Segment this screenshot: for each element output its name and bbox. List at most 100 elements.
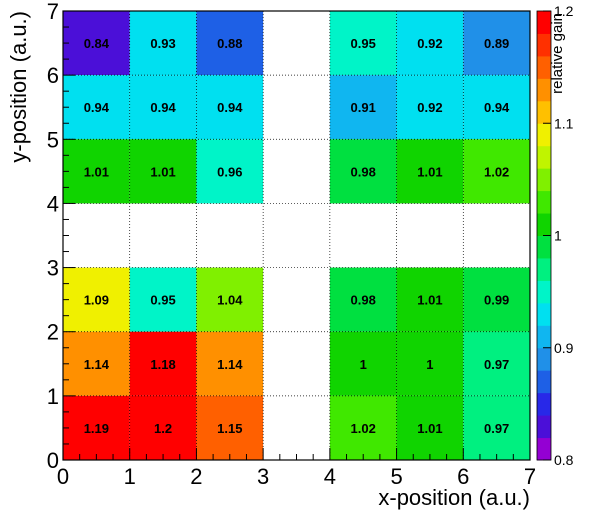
heatmap-cell	[396, 395, 464, 460]
cell-value-label: 0.96	[217, 164, 242, 179]
palette-band	[537, 78, 551, 102]
x-tick-label: 6	[457, 464, 469, 489]
cell-value-label: 0.92	[417, 36, 442, 51]
color-palette: 0.8 0.9 1 1.1 1.2	[536, 3, 574, 468]
cell-value-label: 0.84	[84, 36, 110, 51]
cell-value-label: 1.14	[84, 357, 110, 372]
heatmap-cell	[196, 331, 264, 396]
palette-band	[537, 145, 551, 169]
palette-band	[537, 123, 551, 147]
palette-band	[537, 190, 551, 214]
heatmap-cell	[129, 331, 197, 396]
y-tick-label: 1	[47, 384, 59, 409]
palette-band	[537, 325, 551, 349]
z-tick-label: 0.9	[554, 340, 574, 356]
heatmap-cell	[463, 331, 530, 396]
x-axis-title: x-position (a.u.)	[378, 485, 530, 510]
heatmap-cell	[396, 139, 464, 204]
heatmap-cell	[329, 75, 397, 140]
x-tick-label: 0	[57, 464, 69, 489]
cell-value-label: 1.18	[150, 357, 175, 372]
heatmap-cell	[129, 139, 197, 204]
heatmap-cell	[463, 75, 530, 140]
y-axis-title: y-position (a.u.)	[6, 11, 31, 163]
cell-value-label: 0.89	[484, 36, 509, 51]
x-tick-label: 4	[324, 464, 336, 489]
heatmap-cell	[63, 139, 130, 204]
cell-value-label: 0.94	[484, 100, 510, 115]
cell-value-label: 0.98	[351, 293, 376, 308]
heatmap-cell	[129, 395, 197, 460]
heatmap-cell	[63, 11, 130, 76]
palette-band	[537, 235, 551, 259]
y-tick-label: 3	[47, 256, 59, 281]
cell-value-labels: 0.84 0.93 0.88 0.95 0.92 0.89 0.94 0.94 0.94 0.91…	[84, 36, 510, 436]
palette-band	[537, 302, 551, 326]
cell-value-label: 1.04	[217, 293, 243, 308]
cell-value-label: 1.2	[154, 421, 172, 436]
x-tick-label: 5	[390, 464, 402, 489]
heatmap-cell	[396, 331, 464, 396]
cell-value-label: 1.01	[84, 164, 109, 179]
heatmap-cell	[463, 139, 530, 204]
palette-band	[537, 257, 551, 281]
y-tick-label: 0	[47, 448, 59, 473]
heatmap-cell	[129, 75, 197, 140]
heatmap-cell	[463, 395, 530, 460]
y-tick-label: 2	[47, 320, 59, 345]
heatmap-cell	[463, 267, 530, 332]
heatmap-cell	[396, 11, 464, 76]
heatmap-cell	[329, 139, 397, 204]
palette-band	[537, 280, 551, 304]
heatmap-cell	[196, 11, 264, 76]
cell-value-label: 1.14	[217, 357, 243, 372]
palette-band	[537, 55, 551, 79]
heatmap-cell	[63, 75, 130, 140]
heatmap-cell	[129, 11, 197, 76]
palette-band	[537, 415, 551, 439]
cell-value-label: 1.15	[217, 421, 242, 436]
x-tick-label: 1	[124, 464, 136, 489]
x-tick-label: 3	[257, 464, 269, 489]
heatmap-cell	[196, 75, 264, 140]
cell-value-label: 1.19	[84, 421, 109, 436]
cell-value-label: 0.94	[217, 100, 243, 115]
heatmap-cell	[396, 75, 464, 140]
heatmap-cell	[329, 395, 397, 460]
z-tick-label: 1.1	[554, 115, 574, 131]
cell-value-label: 0.92	[417, 100, 442, 115]
heatmap-cell	[463, 11, 530, 76]
cell-value-label: 0.93	[150, 36, 175, 51]
heatmap-cell	[63, 395, 130, 460]
heatmap-cell	[329, 331, 397, 396]
cell-value-label: 1.01	[417, 164, 442, 179]
cell-value-label: 1	[426, 357, 433, 372]
cell-value-label: 0.94	[150, 100, 176, 115]
cell-value-label: 1.02	[351, 421, 376, 436]
y-tick-label: 4	[47, 191, 59, 216]
heatmap-cell	[196, 267, 264, 332]
z-axis-title: relative gain	[549, 13, 566, 94]
heatmap-cell	[196, 139, 264, 204]
x-tick-label: 7	[524, 464, 536, 489]
y-tick-label: 7	[47, 0, 59, 24]
cell-value-label: 0.95	[351, 36, 376, 51]
palette-band	[537, 370, 551, 394]
heatmap-cell	[396, 267, 464, 332]
cell-value-label: 0.94	[84, 100, 110, 115]
cell-value-label: 1	[360, 357, 367, 372]
cell-value-label: 0.91	[351, 100, 376, 115]
palette-band	[537, 168, 551, 192]
cell-value-label: 0.97	[484, 421, 509, 436]
x-tick-label: 2	[190, 464, 202, 489]
cell-value-label: 1.09	[84, 293, 109, 308]
axes: 0 1 2 3 4 5 6 7 0 1 2 3 4 5 6 7	[47, 0, 536, 489]
heatmap-cell	[329, 11, 397, 76]
heatmap-cells	[63, 11, 530, 460]
z-tick-label: 1.2	[554, 3, 574, 19]
heatmap-cell	[63, 267, 130, 332]
cell-value-label: 1.01	[417, 421, 442, 436]
palette-band	[537, 392, 551, 416]
cell-value-label: 0.97	[484, 357, 509, 372]
cell-value-label: 0.98	[351, 164, 376, 179]
